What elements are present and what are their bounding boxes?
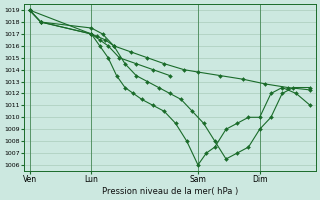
X-axis label: Pression niveau de la mer( hPa ): Pression niveau de la mer( hPa ) bbox=[102, 187, 238, 196]
